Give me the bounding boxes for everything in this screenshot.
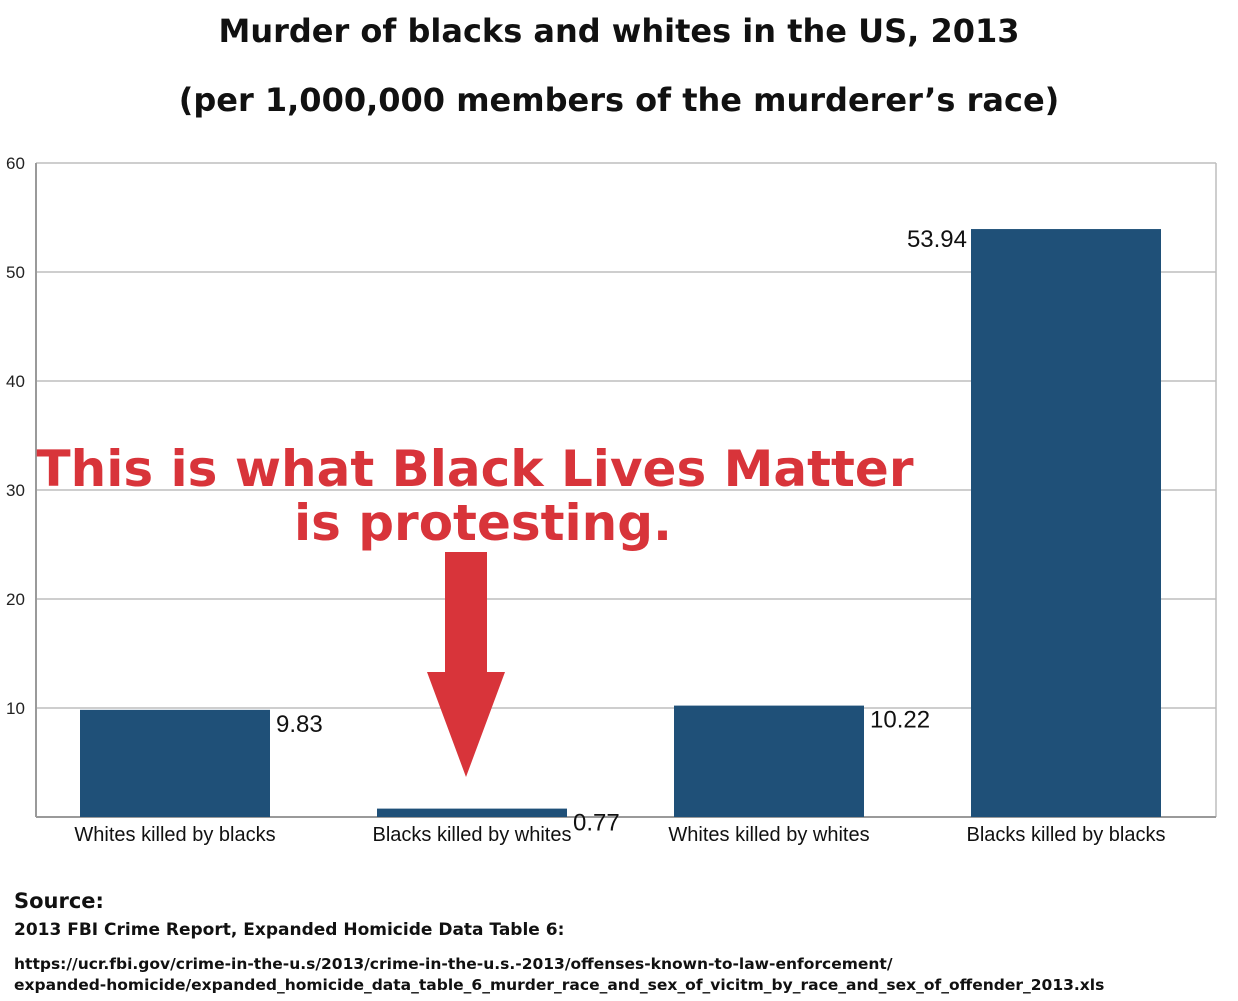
bar-value-label: 53.94 — [907, 226, 967, 253]
category-label: Whites killed by whites — [668, 824, 869, 846]
bar-value-label: 0.77 — [573, 810, 620, 837]
y-tick-label: 20 — [6, 590, 25, 609]
y-tick-label: 60 — [6, 154, 25, 173]
annotation: This is what Black Lives Matter is prote… — [37, 440, 914, 777]
bar-chart: 10 20 30 40 50 60 9.83 0.77 10.22 53.94 Whites k… — [6, 154, 1217, 846]
y-tick-label: 50 — [6, 263, 25, 282]
y-tick-label: 10 — [6, 699, 25, 718]
chart-subtitle: (per 1,000,000 members of the murderer’s… — [178, 81, 1060, 119]
source-url-line-2: expanded-homicide/expanded_homicide_data… — [14, 976, 1105, 994]
bar — [674, 705, 864, 817]
y-tick-label: 30 — [6, 481, 25, 500]
bar — [377, 808, 567, 817]
bar-value-label: 9.83 — [276, 711, 323, 738]
annotation-line-2: is protesting. — [294, 494, 672, 552]
bar — [80, 709, 270, 817]
down-arrow-icon — [427, 552, 505, 777]
bar-value-label: 10.22 — [870, 707, 930, 734]
bars — [80, 229, 1161, 817]
category-labels: Whites killed by blacks Blacks killed by … — [74, 824, 1165, 846]
bar-value-labels: 9.83 0.77 10.22 53.94 — [276, 226, 967, 837]
bar — [971, 229, 1161, 817]
source-url-line-1: https://ucr.fbi.gov/crime-in-the-u.s/201… — [14, 955, 893, 973]
y-tick-label: 40 — [6, 372, 25, 391]
source-citation: 2013 FBI Crime Report, Expanded Homicide… — [14, 920, 565, 940]
y-axis-ticks: 10 20 30 40 50 60 — [6, 154, 25, 718]
source-heading: Source: — [14, 889, 104, 913]
annotation-line-1: This is what Black Lives Matter — [37, 440, 914, 498]
category-label: Blacks killed by blacks — [967, 824, 1166, 846]
category-label: Whites killed by blacks — [74, 824, 275, 846]
chart-title: Murder of blacks and whites in the US, 2… — [218, 12, 1020, 50]
category-label: Blacks killed by whites — [373, 824, 572, 846]
